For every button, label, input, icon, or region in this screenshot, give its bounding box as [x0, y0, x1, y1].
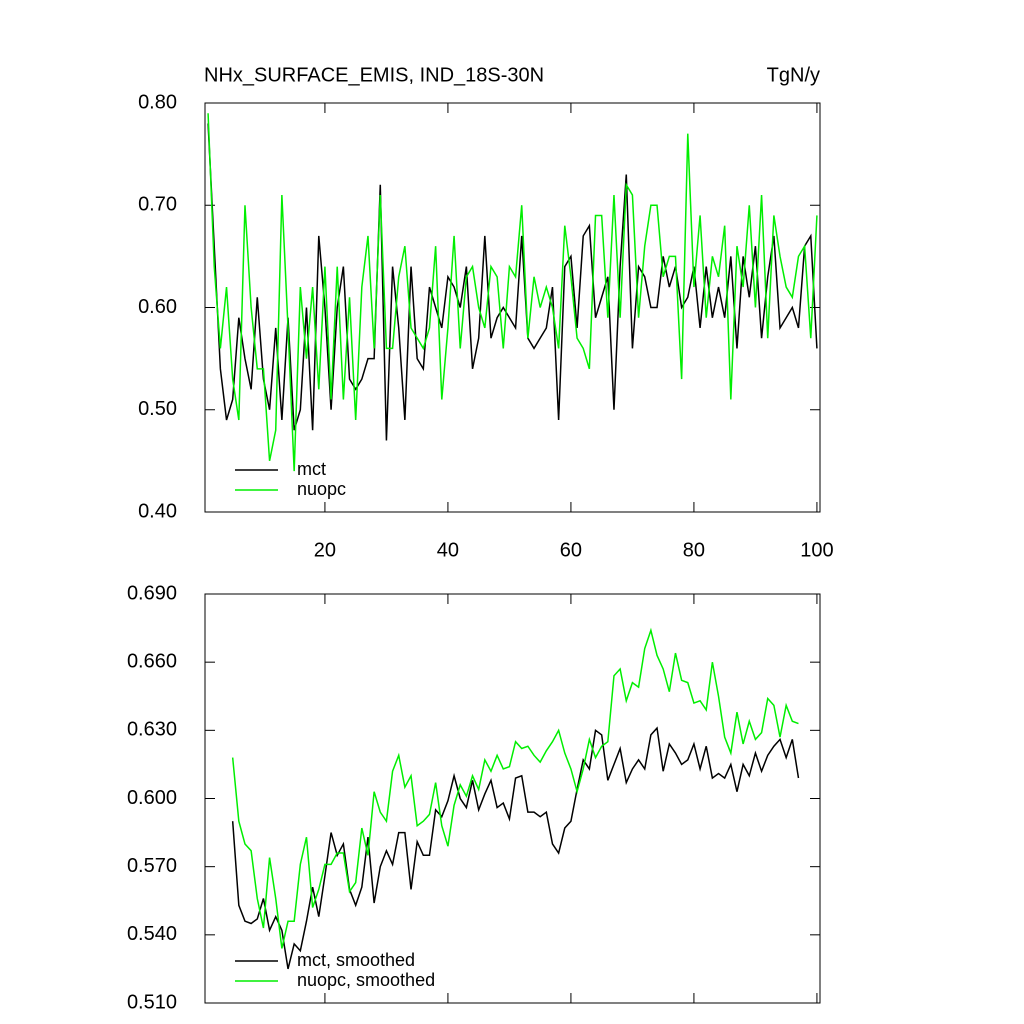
- y-tick-label: 0.660: [127, 650, 177, 672]
- series-line: [231, 627, 799, 949]
- y-tick-label: 0.70: [138, 194, 177, 216]
- chart-title: NHx_SURFACE_EMIS, IND_18S-30N: [204, 64, 544, 86]
- y-tick-label: 0.540: [127, 923, 177, 945]
- series-line: [207, 113, 818, 472]
- x-tick-label: 60: [560, 539, 582, 561]
- x-tick-label: 100: [800, 539, 833, 561]
- y-tick-label: 0.80: [138, 91, 177, 113]
- y-tick-label: 0.600: [127, 787, 177, 809]
- y-tick-label: 0.40: [138, 500, 177, 522]
- series-line: [207, 123, 818, 441]
- legend-label: mct: [297, 459, 326, 479]
- plot-frame: [204, 102, 821, 513]
- y-tick-label: 0.690: [127, 582, 177, 604]
- legend-label: nuopc: [297, 479, 346, 499]
- legend-label: nuopc, smoothed: [297, 970, 435, 990]
- units: TgN/y: [767, 64, 820, 86]
- x-tick-label: 20: [314, 539, 336, 561]
- x-tick-label: 80: [683, 539, 705, 561]
- y-tick-label: 0.60: [138, 296, 177, 318]
- y-tick-label: 0.510: [127, 991, 177, 1013]
- plot-frame: [204, 593, 821, 1004]
- y-tick-label: 0.630: [127, 719, 177, 741]
- series-line: [231, 726, 800, 970]
- y-tick-label: 0.50: [138, 398, 177, 420]
- legend-label: mct, smoothed: [297, 950, 415, 970]
- y-tick-label: 0.570: [127, 855, 177, 877]
- x-tick-label: 40: [437, 539, 459, 561]
